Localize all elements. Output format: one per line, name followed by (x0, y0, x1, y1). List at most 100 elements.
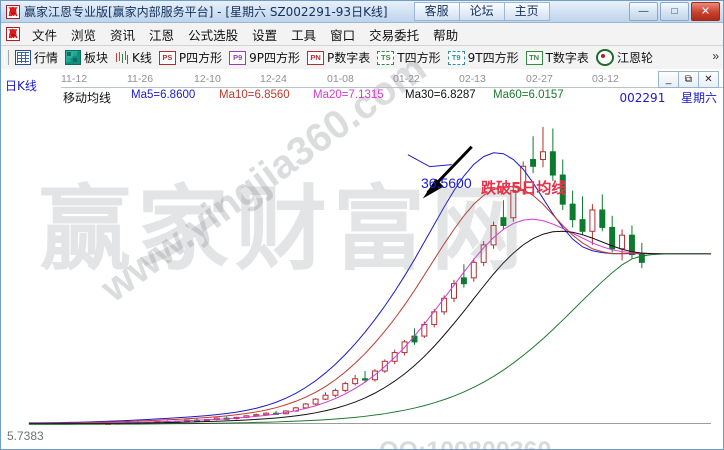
low-price-label: 5.7383 (7, 429, 44, 443)
toolbar-button-9t-square[interactable]: T9 9T四方形 (446, 48, 524, 67)
t9-icon: T9 (447, 50, 465, 65)
candlestick (342, 381, 349, 393)
grid-icon (15, 50, 31, 65)
customer-service-button[interactable]: 客服 (413, 2, 459, 21)
toolbar-label-kline: K线 (132, 51, 152, 65)
ps-icon: PS (158, 50, 176, 65)
chart-child-window: _ ⧉ ✕ 日K线 11-12 11-26 12-10 12-24 01-08 01-22… (1, 46, 723, 449)
toolbar-grip[interactable] (4, 50, 9, 65)
candlestick (569, 190, 576, 228)
menu-item-tools[interactable]: 工具 (291, 27, 317, 43)
candlestick (500, 200, 507, 230)
menu-logo-icon: 赢 (5, 26, 21, 42)
candlestick-icon (115, 51, 129, 64)
toolbar-label-p-number-table: P数字表 (327, 51, 371, 65)
title-bar: 赢 赢家江恩专业版[赢家内部服务平台] - [星期六 SZ002291-93日K… (1, 1, 723, 23)
chart-minimize-icon: _ (665, 73, 672, 85)
toolbar-overflow-button[interactable]: » (712, 49, 719, 63)
toolbar-button-t-number-table[interactable]: TN T数字表 (524, 48, 594, 67)
wheel-icon (595, 49, 614, 66)
candlestick (539, 126, 546, 168)
ma-legend-title: 移动均线 (63, 91, 112, 105)
candlestick (460, 264, 467, 288)
date-tick: 02-27 (526, 73, 553, 85)
toolbar-button-p-number-table[interactable]: PN P数字表 (305, 48, 375, 67)
close-icon: ✕ (700, 5, 711, 17)
toolbar-label-p-square: P四方形 (178, 51, 223, 65)
menu-logo-text: 赢 (6, 27, 20, 41)
date-axis-line (61, 87, 723, 88)
candlestick (510, 185, 517, 222)
toolbar-button-quotes[interactable]: 行情 (13, 48, 63, 67)
date-axis: 11-12 11-26 12-10 12-24 01-08 01-22 02-13 02-27… (61, 73, 723, 87)
ma-legend-ma20: Ma20=7.1315 (313, 89, 384, 101)
menu-item-news[interactable]: 资讯 (110, 27, 136, 43)
candlestick (302, 403, 309, 409)
ma-line-ma60 (28, 253, 712, 425)
price-plot-area[interactable] (1, 105, 723, 449)
toolbar-label-gann-wheel: 江恩轮 (616, 51, 653, 65)
date-tick: 12-10 (194, 73, 221, 85)
date-tick: 11-26 (127, 73, 154, 85)
chart-restore-button[interactable]: ⧉ (678, 71, 699, 88)
toolbar-button-p-square[interactable]: PS P四方形 (157, 48, 227, 67)
tn-icon: TN (525, 50, 543, 65)
menu-item-window[interactable]: 窗口 (330, 27, 356, 43)
toolbar-button-gann-wheel[interactable]: 江恩轮 (594, 48, 658, 67)
toolbar-button-9p-square[interactable]: P9 9P四方形 (227, 48, 305, 67)
toolbar-button-sector[interactable]: 板块 (63, 48, 113, 67)
candlestick (312, 398, 319, 405)
chart-minimize-button[interactable]: _ (658, 71, 679, 88)
toolbar-label-9t-square: 9T四方形 (467, 51, 519, 65)
stock-code: 002291 (619, 91, 666, 105)
ma-legend-ma30: Ma30=6.8287 (405, 89, 476, 101)
chart-close-icon: ✕ (704, 73, 713, 85)
menu-item-file[interactable]: 文件 (32, 27, 58, 43)
date-tick: 01-08 (327, 73, 354, 85)
candlestick (362, 371, 369, 382)
candlestick (332, 388, 339, 398)
period-label: 日K线 (5, 79, 37, 93)
homepage-button[interactable]: 主页 (503, 2, 550, 21)
ma-line-ma10 (28, 186, 712, 424)
close-button[interactable]: ✕ (691, 2, 720, 21)
candlestick (599, 194, 606, 232)
pn-icon: PN (307, 50, 325, 65)
forum-button[interactable]: 论坛 (458, 2, 504, 21)
candlestick (490, 221, 497, 249)
app-logo-text: 赢 (6, 4, 20, 19)
peak-price-annotation: 36.5600 (421, 175, 472, 191)
candlestick (352, 374, 359, 386)
minimize-icon: — (638, 5, 649, 17)
minimize-button[interactable]: — (629, 2, 658, 21)
toolbar-button-t-square[interactable]: TS T四方形 (375, 48, 445, 67)
ma-line-ma5 (28, 152, 712, 424)
toolbar-label-t-square: T四方形 (397, 51, 441, 65)
toolbar-button-kline[interactable]: K线 (113, 48, 157, 67)
break-arrow-icon (422, 145, 473, 199)
menu-item-help[interactable]: 帮助 (433, 27, 459, 43)
menu-item-gann[interactable]: 江恩 (149, 27, 175, 43)
menu-item-browse[interactable]: 浏览 (71, 27, 97, 43)
candlestick (579, 196, 586, 236)
menu-item-formula-stock-pick[interactable]: 公式选股 (188, 27, 239, 43)
candlestick (470, 258, 477, 282)
window-title: 赢家江恩专业版[赢家内部服务平台] - [星期六 SZ002291-93日K线] (24, 5, 388, 19)
tool-bar: 行情 板块 K线 PS P四方形 P9 9P四方形 PN P数字表 TS T四方形 T9 9T四方形 TN… (1, 46, 723, 70)
date-tick: 11-12 (61, 73, 88, 85)
ma-legend-ma60: Ma60=6.0157 (493, 89, 564, 101)
toolbar-label-sector: 板块 (84, 51, 109, 65)
maximize-button[interactable]: □ (660, 2, 689, 21)
stock-identity: 002291 星期六 (620, 89, 717, 106)
menu-item-trade-entrust[interactable]: 交易委托 (369, 27, 420, 43)
candlestick (559, 159, 566, 210)
menu-item-settings[interactable]: 设置 (252, 27, 278, 43)
break-ma5-annotation: 跌破5日均线 (481, 179, 567, 197)
ma-line-ma30 (28, 230, 712, 425)
chart-close-button[interactable]: ✕ (698, 71, 719, 88)
toolbar-label-t-number-table: T数字表 (545, 51, 589, 65)
ts-icon: TS (377, 50, 395, 65)
date-tick: 02-13 (459, 73, 486, 85)
toolbar-label-quotes: 行情 (34, 51, 59, 65)
